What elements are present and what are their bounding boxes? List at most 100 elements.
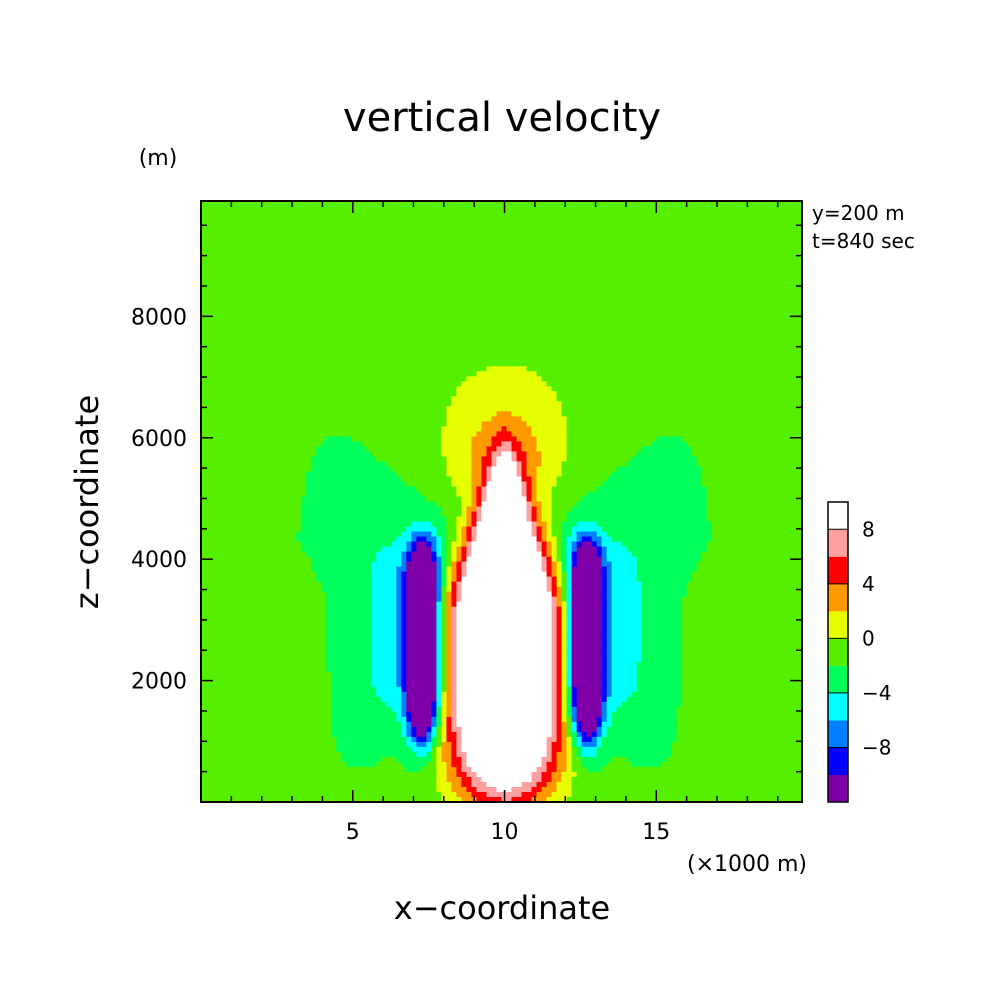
field-cell [226,271,232,277]
field-cell [736,311,743,317]
field-cell [211,276,217,282]
field-cell [231,331,237,337]
field-cell [461,251,468,257]
field-cell [491,246,498,252]
field-cell [786,346,793,352]
field-cell [771,211,778,217]
field-cell [421,406,427,412]
field-cell [606,401,613,407]
field-cell [216,216,222,222]
field-cell [481,231,488,237]
field-cell [521,241,528,247]
field-cell [326,201,332,207]
field-cell [611,336,618,342]
field-cell [556,211,563,217]
field-cell [551,361,558,367]
field-cell [456,331,463,337]
field-cell [386,311,392,317]
field-cell [471,271,478,277]
field-cell [576,296,583,302]
field-cell [536,206,543,212]
field-cell [761,341,768,347]
field-cell [621,386,628,392]
field-cell [376,346,382,352]
field-cell [486,216,493,222]
field-cell [421,256,427,262]
field-cell [516,306,523,312]
field-cell [341,341,347,347]
field-cell [686,246,693,252]
field-cell [651,256,658,262]
field-cell [591,386,598,392]
field-cell [631,256,638,262]
field-cell [756,236,763,242]
field-cell [486,366,493,372]
field-cell [446,361,453,367]
field-cell [251,221,257,227]
field-cell [246,306,252,312]
field-cell [531,391,538,397]
field-cell [391,386,397,392]
field-cell [386,241,392,247]
field-cell [681,316,688,322]
field-cell [346,351,352,357]
field-cell [526,406,533,412]
field-cell [406,246,412,252]
field-cell [516,341,523,347]
field-cell [286,231,292,237]
field-cell [376,316,382,322]
field-cell [406,366,412,372]
field-cell [566,351,573,357]
field-cell [626,391,633,397]
field-cell [516,286,523,292]
field-cell [251,246,257,252]
field-cell [336,286,342,292]
field-cell [311,286,317,292]
field-cell [781,286,788,292]
field-cell [546,301,553,307]
field-cell [521,276,528,282]
field-cell [551,371,558,377]
field-cell [696,281,703,287]
field-cell [256,256,262,262]
field-cell [736,346,743,352]
field-cell [311,326,317,332]
field-cell [541,316,548,322]
field-cell [391,296,397,302]
field-cell [786,276,793,282]
field-cell [456,406,463,412]
field-cell [781,321,788,327]
field-cell [556,271,563,277]
field-cell [796,241,802,247]
field-cell [496,266,503,272]
field-cell [721,266,728,272]
field-cell [341,356,347,362]
field-cell [606,226,613,232]
field-cell [506,261,513,267]
field-cell [451,206,458,212]
field-cell [626,291,633,297]
field-cell [531,336,538,342]
field-cell [461,216,468,222]
field-cell [746,316,753,322]
field-cell [691,301,698,307]
field-cell [376,326,382,332]
field-cell [291,301,297,307]
field-cell [461,271,468,277]
field-cell [261,206,267,212]
field-cell [546,331,553,337]
field-cell [241,251,247,257]
field-cell [611,216,618,222]
field-cell [566,296,573,302]
field-cell [306,346,312,352]
field-cell [261,251,267,257]
field-cell [316,306,322,312]
field-cell [386,271,392,277]
field-cell [256,396,262,402]
field-cell [731,341,738,347]
field-cell [206,221,212,227]
field-cell [796,296,802,302]
field-cell [706,231,713,237]
field-cell [266,406,272,412]
field-cell [391,251,397,257]
